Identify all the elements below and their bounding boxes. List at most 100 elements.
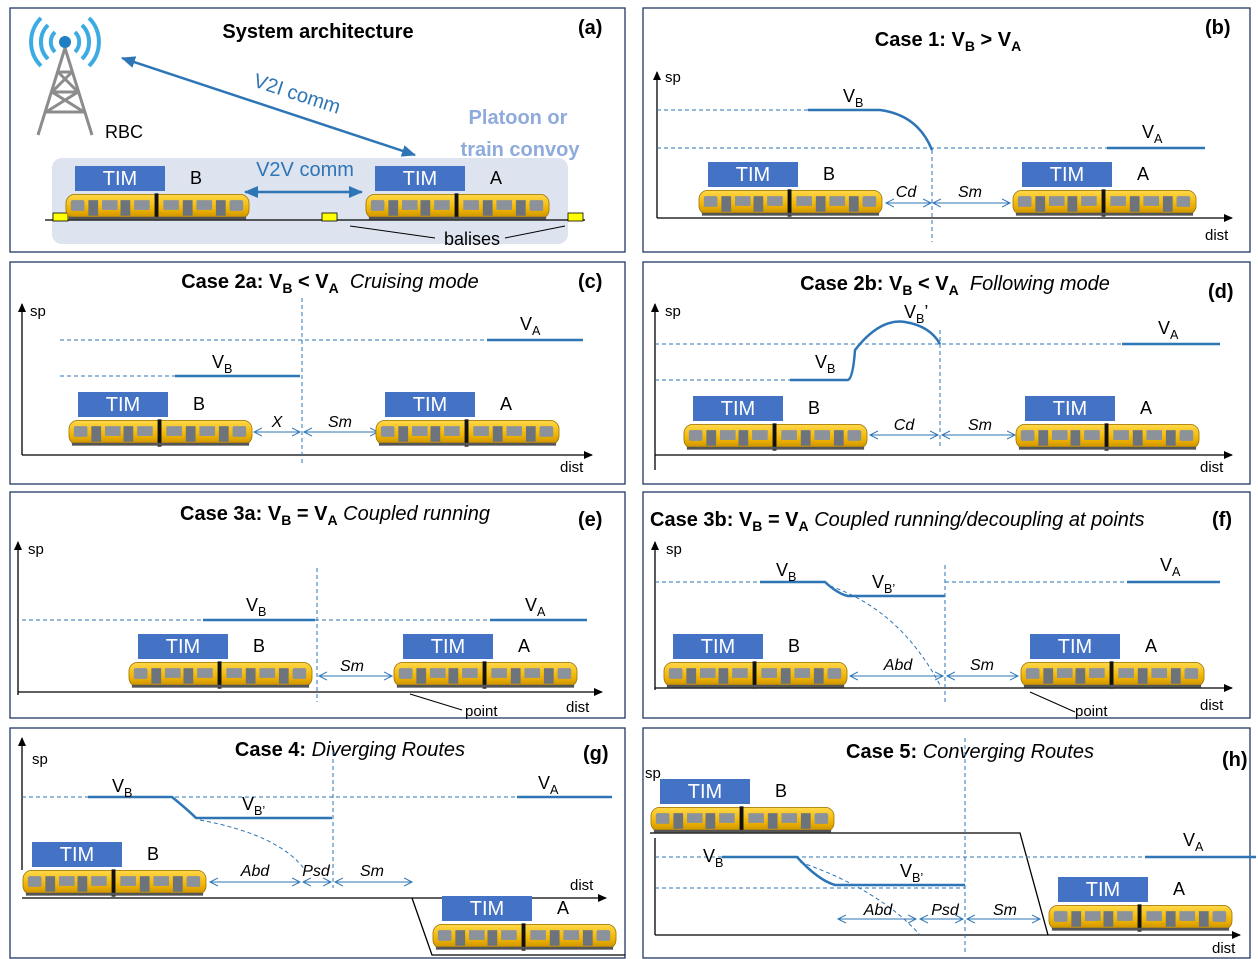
text-segment: A [799, 518, 809, 534]
rbc-label: RBC [105, 122, 143, 142]
speed-label: VB’ [904, 302, 928, 326]
point-pointer [409, 693, 463, 711]
title: Case 3a: VB = VA Coupled running [180, 503, 490, 528]
text-segment: A [949, 282, 959, 298]
text-segment: Coupled running/decoupling at points [809, 509, 1145, 531]
tim-label: TIM [60, 844, 94, 866]
text-segment: Case 4: [235, 739, 312, 761]
speed-label: VB [815, 352, 835, 376]
text-segment: V [900, 861, 912, 881]
train: TIM A [375, 392, 560, 448]
axis-label: sp [645, 765, 661, 782]
antenna [59, 36, 71, 48]
text-segment: B [902, 282, 912, 298]
text-segment: V [112, 776, 124, 796]
radio-waves [29, 16, 101, 68]
speed-profile [760, 580, 945, 598]
v2i-arrow [121, 56, 416, 157]
distance-label: Sm [958, 184, 982, 201]
balise [52, 212, 69, 222]
distance-label: Abd [240, 863, 271, 880]
balise-pointer [349, 225, 566, 239]
distance-label: Sm [340, 658, 364, 675]
train: TIM A [1015, 396, 1200, 452]
text-segment: B’ [884, 582, 895, 596]
text-segment: > V [975, 29, 1012, 51]
path [36, 47, 94, 136]
tim-box [660, 779, 750, 804]
train: TIM A [432, 896, 617, 952]
text-segment: Case 3b: V [650, 509, 753, 531]
distance-label: Sm [970, 657, 994, 674]
platoon-label: Platoon or [469, 107, 568, 129]
train: TIM B [22, 842, 207, 898]
tim-label: TIM [721, 398, 755, 420]
text-segment: A [1154, 132, 1163, 146]
distance-label: Psd [302, 863, 331, 880]
tim-box [78, 392, 168, 417]
tim-label: TIM [413, 394, 447, 416]
text-segment: B’ [912, 871, 923, 885]
text-segment: V [1160, 555, 1172, 575]
text-segment: A [1170, 328, 1179, 342]
text-segment: V [520, 314, 532, 334]
tim-box [75, 166, 165, 191]
distance-label: Sm [993, 902, 1017, 919]
train: TIM B [698, 162, 883, 218]
speed-label: VB [843, 86, 863, 110]
axis-label: sp [28, 541, 44, 558]
text-segment: B [788, 570, 796, 584]
panel-tag: (f) [1212, 509, 1232, 531]
tim-box [138, 634, 228, 659]
tim-label: TIM [1050, 164, 1084, 186]
text-segment: B [224, 362, 232, 376]
text-segment: V [246, 595, 258, 615]
text-segment: Case 2b: V [800, 273, 903, 295]
platoon-label: train convoy [461, 139, 581, 161]
tim-label: TIM [470, 898, 504, 920]
train-name: B [193, 394, 205, 414]
train-body [128, 660, 313, 690]
panel-tag: (c) [578, 271, 602, 293]
distance-label: Sm [968, 417, 992, 434]
text-segment: A [532, 324, 541, 338]
text-segment: Following mode [959, 273, 1110, 295]
panel-f: Case 3b: VB = VA Coupled running/decoupl… [650, 509, 1233, 720]
text-segment: Cruising mode [339, 271, 479, 293]
text-segment: A [550, 783, 559, 797]
axis-label: dist [566, 699, 590, 716]
tim-box [375, 166, 465, 191]
text-segment: V [525, 595, 537, 615]
text-segment: V [703, 846, 715, 866]
text-segment: V [1142, 122, 1154, 142]
train-name: B [808, 398, 820, 418]
train-name: A [1173, 879, 1185, 899]
axis-label: dist [1205, 227, 1229, 244]
train-body [68, 418, 253, 448]
axis-label: sp [30, 303, 46, 320]
diverging-track [411, 897, 625, 956]
train-name: B [190, 168, 202, 188]
tim-label: TIM [1053, 398, 1087, 420]
text-segment: V [872, 572, 884, 592]
title: Case 2b: VB < VA Following mode [800, 273, 1110, 298]
text-segment: B [281, 512, 291, 528]
tim-box [693, 396, 783, 421]
balise [321, 212, 338, 222]
point-pointer [1029, 691, 1076, 713]
train-body [1015, 422, 1200, 452]
title: Case 5: Converging Routes [846, 741, 1094, 763]
text-segment: A [1172, 565, 1181, 579]
converging-track [650, 832, 1049, 936]
train-name: B [147, 844, 159, 864]
train-body [650, 805, 835, 835]
tim-label: TIM [106, 394, 140, 416]
train: TIM B [683, 396, 868, 452]
distance-label: X [271, 414, 284, 431]
speed-label: VA [538, 773, 559, 797]
tim-label: TIM [403, 168, 437, 190]
panel-frame [9, 261, 626, 485]
speed-label: VA [520, 314, 541, 338]
v2v-label: V2V comm [256, 159, 354, 181]
train-body [375, 418, 560, 448]
